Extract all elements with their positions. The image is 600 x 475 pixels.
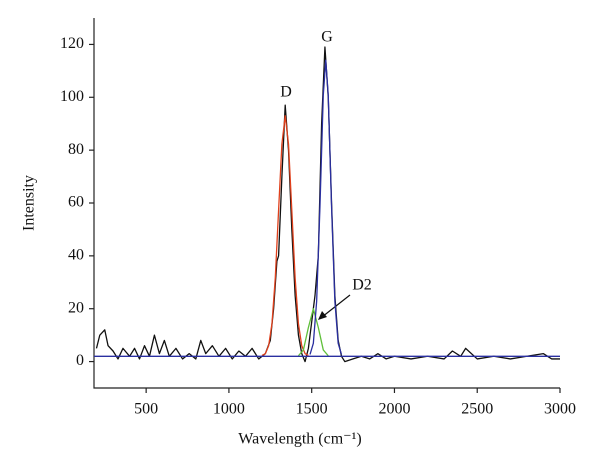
y-tick-label: 40 — [68, 247, 84, 264]
x-tick-label: 3000 — [544, 401, 576, 418]
x-tick-label: 2500 — [461, 401, 493, 418]
x-tick-label: 2000 — [378, 401, 410, 418]
x-tick-label: 1000 — [213, 401, 245, 418]
annotation: G — [321, 29, 333, 46]
y-tick-label: 0 — [76, 352, 84, 369]
y-tick-label: 20 — [68, 299, 84, 316]
x-axis-label: Wavelength (cm⁻¹) — [238, 431, 361, 448]
x-tick-label: 500 — [134, 401, 158, 418]
arrow-head — [318, 311, 327, 320]
axes — [93, 18, 560, 389]
x-tick-label: 1500 — [296, 401, 328, 418]
y-tick-label: 80 — [68, 141, 84, 158]
y-tick-label: 120 — [60, 35, 84, 52]
y-tick-label: 60 — [68, 194, 84, 211]
annotation: D — [280, 84, 292, 101]
line-series — [261, 115, 309, 357]
line-series — [297, 308, 329, 357]
line-series — [309, 59, 343, 355]
y-tick-label: 100 — [60, 88, 84, 105]
annotation: D2 — [352, 277, 372, 294]
y-axis-label: Intensity — [21, 175, 38, 231]
